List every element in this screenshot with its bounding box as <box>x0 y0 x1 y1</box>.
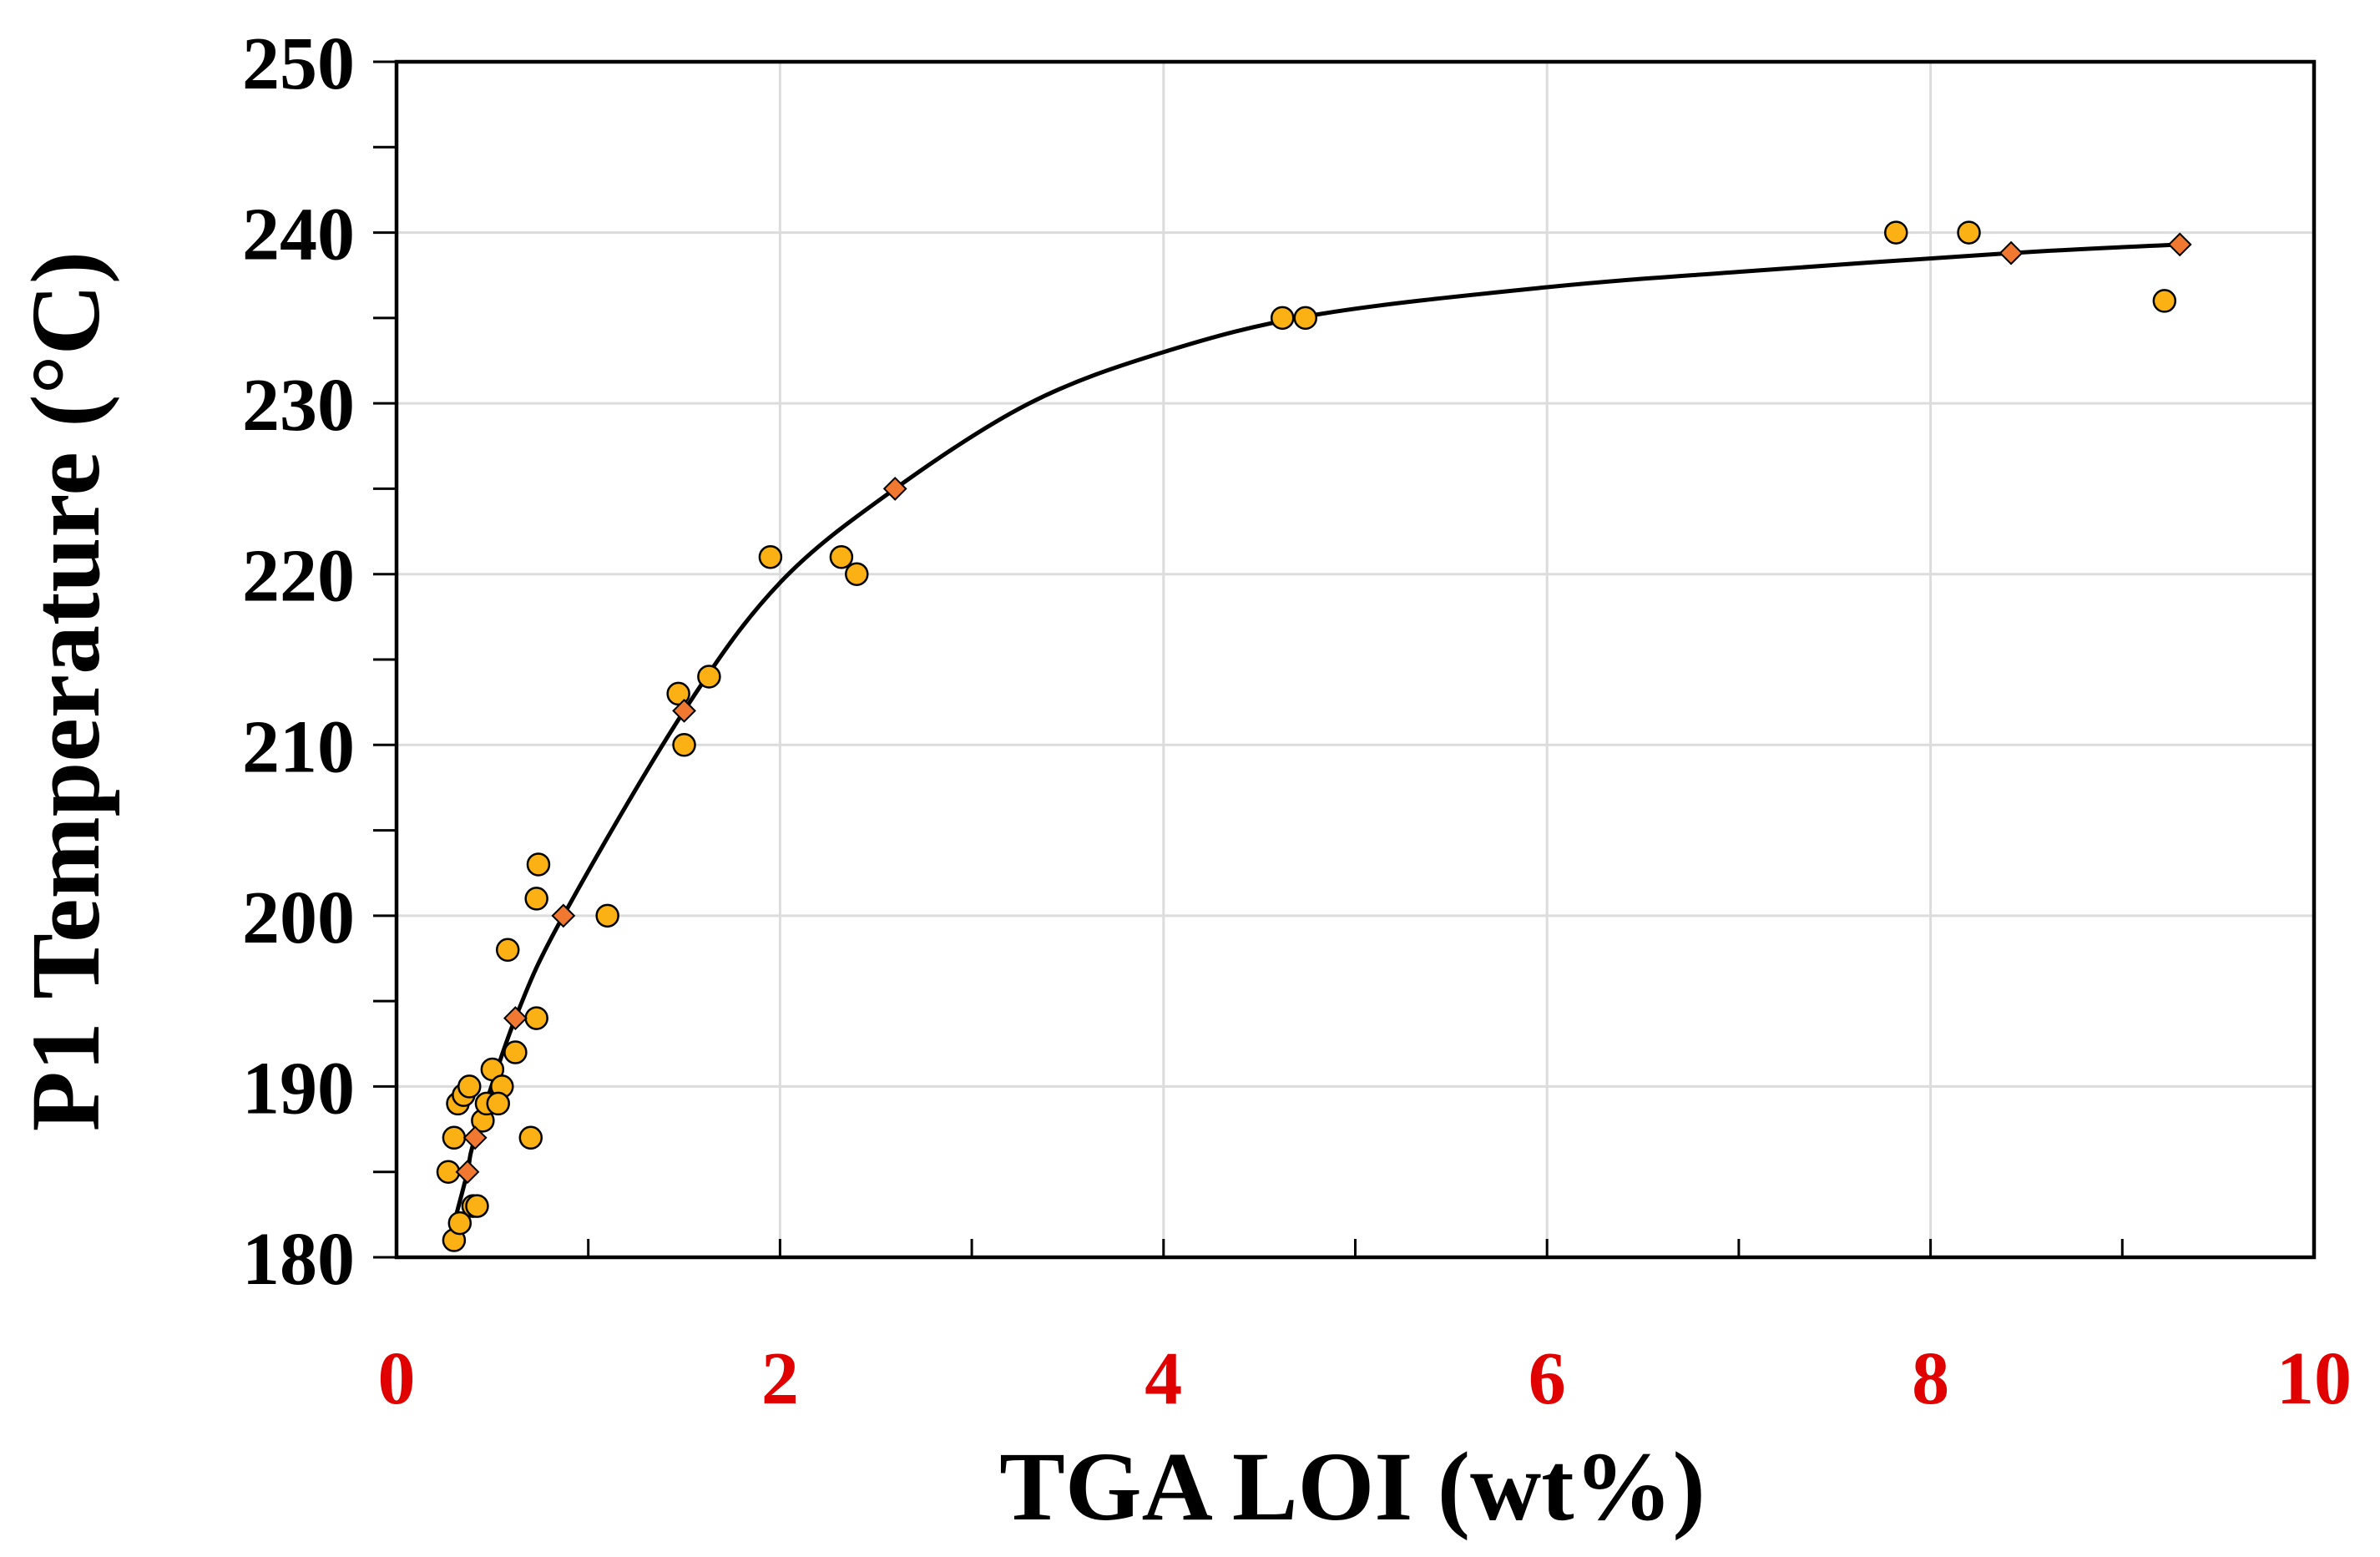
y-tick-label: 180 <box>242 1218 355 1301</box>
x-tick-label: 8 <box>1912 1337 1949 1420</box>
measured-point <box>526 852 551 877</box>
measured-points <box>436 220 2177 1252</box>
measured-point <box>524 887 548 911</box>
measured-point <box>457 1074 482 1099</box>
model-point <box>551 903 576 928</box>
fit-curve <box>452 242 2180 1224</box>
measured-point <box>442 1125 467 1150</box>
measured-point <box>672 733 696 757</box>
measured-point <box>595 903 619 928</box>
x-tick-label: 4 <box>1145 1337 1182 1420</box>
y-tick-label: 250 <box>242 23 355 105</box>
measured-point <box>829 545 854 569</box>
model-points <box>455 232 2192 1185</box>
x-tick-labels: 0 2 4 6 8 10 <box>378 1337 2352 1420</box>
model-point <box>462 1125 488 1150</box>
model-point <box>455 1160 480 1185</box>
y-tick-label: 220 <box>242 535 355 618</box>
measured-point <box>1293 306 1318 331</box>
fit-curve-layer <box>452 242 2180 1224</box>
model-point <box>672 698 696 723</box>
y-tick-label: 230 <box>242 364 355 447</box>
x-tick-label: 0 <box>378 1337 416 1420</box>
measured-point <box>1957 220 1981 245</box>
tick-marks <box>373 60 2316 1259</box>
measured-point <box>447 1211 472 1236</box>
y-tick-label: 240 <box>242 194 355 276</box>
x-axis-title: TGA LOI (wt%) <box>999 1432 1705 1541</box>
y-tick-label: 200 <box>242 877 355 959</box>
measured-point <box>1884 220 1908 245</box>
measured-point <box>697 665 721 689</box>
measured-point <box>503 1040 528 1064</box>
plot-frame <box>394 59 2317 1260</box>
x-tick-label: 2 <box>761 1337 799 1420</box>
grid-lines <box>397 62 2314 1257</box>
model-point <box>1998 240 2024 265</box>
y-tick-label: 210 <box>242 705 355 788</box>
model-point <box>2167 232 2192 257</box>
measured-point <box>495 938 520 963</box>
measured-point <box>758 545 783 569</box>
measured-point <box>524 1006 548 1030</box>
measured-point <box>845 562 869 586</box>
model-point <box>503 1006 528 1031</box>
measured-point <box>2152 289 2177 313</box>
x-tick-label: 10 <box>2276 1337 2352 1420</box>
y-tick-labels: 180 190 200 210 220 230 240 250 <box>242 23 355 1301</box>
x-tick-label: 6 <box>1529 1337 1566 1420</box>
measured-point <box>465 1194 489 1218</box>
measured-point <box>486 1091 510 1116</box>
model-point <box>882 477 907 501</box>
measured-point <box>1270 306 1295 331</box>
measured-point <box>518 1125 543 1150</box>
y-axis-title: P1 Temperature (°C) <box>11 251 120 1131</box>
y-tick-label: 190 <box>242 1047 355 1130</box>
